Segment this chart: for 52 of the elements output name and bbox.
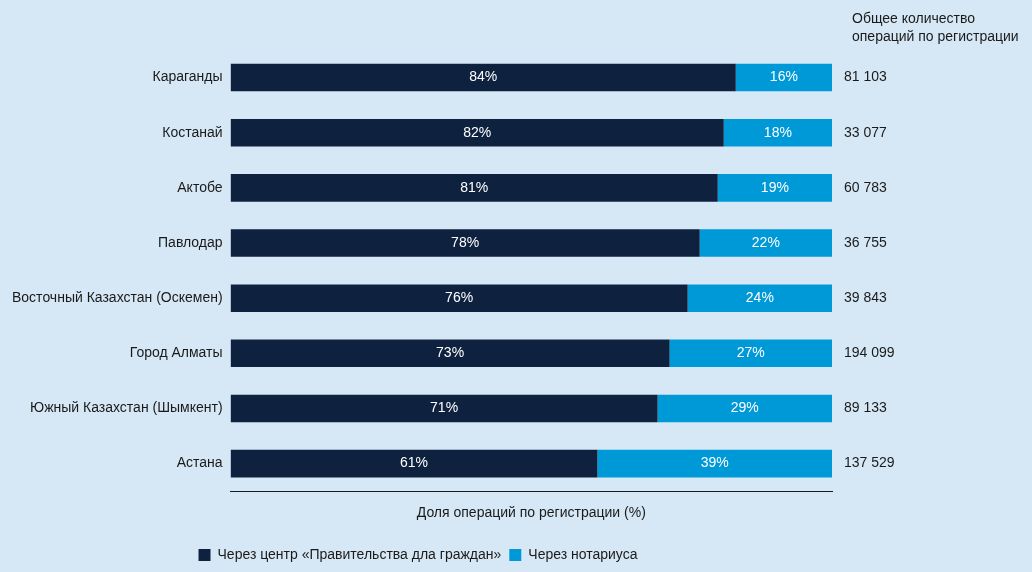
text: 33 077 [844, 123, 888, 140]
legend-label: Через нотариуса [528, 545, 638, 562]
bar [230, 284, 688, 312]
bar [230, 229, 700, 257]
y-tick-label: Павлодар [158, 233, 223, 250]
data-label: 82% [463, 123, 492, 140]
data-label: 61% [399, 454, 429, 471]
data-label: 18% [763, 123, 792, 140]
legend-label: Через центр «Правительства дла граждан» [217, 545, 502, 562]
y-tick-label: Караганды [152, 68, 223, 85]
bar [230, 449, 598, 478]
y-tick-label: Костанай [162, 123, 223, 140]
bar [230, 118, 724, 147]
bar [597, 449, 832, 478]
data-label: 19% [760, 178, 789, 195]
text: 81 103 [844, 68, 888, 85]
text: Общее количество операций по регистрации [852, 9, 1019, 44]
text: 36 755 [844, 233, 888, 250]
text: 60 783 [844, 178, 888, 195]
y-tick-label: Восточный Казахстан (Оскемен) [12, 289, 223, 306]
text: 137 529 [844, 454, 895, 471]
data-label: 22% [751, 233, 780, 250]
data-label: 81% [460, 178, 489, 195]
y-tick-label: Астана [176, 454, 223, 471]
data-label: 27% [736, 344, 765, 361]
data-label: 76% [445, 289, 474, 306]
data-label: 39% [700, 454, 729, 471]
data-label: 24% [745, 289, 774, 306]
bar [699, 229, 832, 257]
bar [723, 118, 832, 147]
data-label: 29% [730, 399, 759, 416]
data-label: 73% [436, 344, 465, 361]
data-label: 16% [769, 68, 798, 85]
text: 89 133 [844, 399, 888, 416]
data-label: 71% [430, 399, 459, 416]
bar [657, 394, 832, 423]
y-tick-label: Южный Казахстан (Шымкент) [30, 399, 223, 416]
y-tick-label: Актобе [177, 178, 223, 195]
bar [230, 63, 736, 92]
bar [669, 339, 832, 368]
y-tick-label: Город Алматы [129, 344, 223, 361]
bar [230, 174, 718, 202]
bar [687, 284, 832, 312]
bar [735, 63, 832, 92]
bar [717, 174, 832, 202]
x-axis-title: Доля операций по регистрации (%) [416, 504, 646, 521]
data-label: 78% [451, 233, 480, 250]
text: 194 099 [844, 344, 895, 361]
bar [230, 339, 670, 368]
data-label: 84% [469, 68, 498, 85]
text: 39 843 [844, 289, 888, 306]
bar [230, 394, 658, 423]
